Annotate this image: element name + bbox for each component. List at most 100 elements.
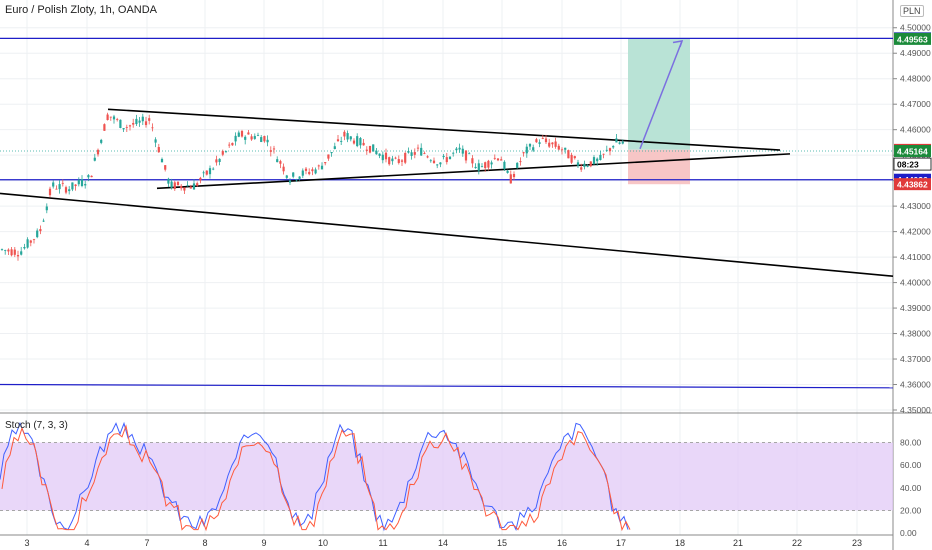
candle-body: [39, 229, 42, 232]
price-tick-label: 4.39000: [900, 303, 931, 313]
candle-body: [29, 240, 32, 243]
candle-body: [167, 178, 170, 184]
candle-body: [500, 159, 503, 161]
candle-body: [151, 127, 154, 129]
candle-body: [272, 148, 276, 150]
candle-body: [480, 166, 484, 168]
candle-body: [176, 181, 180, 186]
candle-body: [144, 121, 148, 126]
candle-body: [93, 157, 96, 161]
price-badge-bg: [893, 157, 932, 171]
price-tick-label: 4.50000: [900, 23, 931, 33]
candle-body: [490, 162, 493, 165]
candle-body: [189, 186, 192, 189]
candle-body: [10, 249, 13, 256]
candle-body: [208, 168, 212, 175]
candle-body: [256, 134, 260, 136]
candle-body: [359, 138, 362, 146]
candle-body: [292, 172, 295, 177]
candle-body: [608, 148, 612, 152]
candle-body: [592, 157, 596, 165]
stoch-tick-label: 40.00: [900, 483, 922, 493]
candle-body: [164, 165, 167, 170]
indicator-label: Stoch (7, 3, 3): [5, 420, 68, 431]
candle-body: [368, 145, 372, 153]
time-tick-label: 3: [24, 538, 29, 548]
candle-body: [157, 147, 160, 153]
candle-body: [557, 145, 560, 150]
price-badge-label: 4.49563: [897, 34, 928, 44]
candle-body: [394, 157, 397, 159]
price-tick-label: 4.38000: [900, 329, 931, 339]
candle-body: [340, 140, 343, 142]
time-tick-label: 18: [675, 538, 685, 548]
candle-body: [333, 146, 336, 150]
candle-body: [448, 156, 452, 160]
candle-body: [330, 152, 333, 154]
stoch-tick-label: 0.00: [900, 528, 917, 538]
candle-body: [20, 251, 23, 255]
candle-body: [567, 150, 570, 159]
candle-body: [352, 140, 356, 144]
candle-body: [410, 152, 413, 156]
time-tick-label: 15: [497, 538, 507, 548]
candle-body: [458, 147, 461, 150]
candle-body: [61, 182, 64, 184]
price-tick-label: 4.48000: [900, 74, 931, 84]
price-tick-label: 4.36000: [900, 380, 931, 390]
candle-body: [560, 149, 564, 151]
candle-body: [48, 188, 52, 196]
candle-body: [52, 182, 55, 187]
candle-body: [100, 139, 103, 143]
candle-body: [282, 166, 285, 172]
candle-body: [583, 163, 586, 167]
time-tick-label: 17: [616, 538, 626, 548]
candle-body: [429, 160, 432, 162]
candle-body: [423, 153, 426, 154]
candle-body: [202, 172, 205, 174]
candle-body: [237, 132, 240, 137]
candle-body: [212, 168, 215, 170]
candle-body: [586, 166, 589, 167]
price-badge-label: 08:23: [897, 160, 919, 170]
candle-body: [589, 161, 592, 167]
stoch-tick-label: 80.00: [900, 438, 922, 448]
candle-body: [391, 158, 394, 162]
candle-body: [138, 120, 141, 123]
candle-body: [493, 157, 496, 159]
candle-body: [263, 136, 266, 142]
candle-body: [384, 152, 388, 160]
candle-body: [512, 173, 516, 178]
candle-body: [106, 114, 109, 121]
candle-body: [186, 185, 189, 187]
candle-body: [87, 175, 90, 178]
candle-body: [68, 189, 71, 192]
candle-body: [455, 148, 458, 151]
candle-body: [400, 160, 404, 162]
candle-body: [90, 175, 93, 178]
candle-body: [436, 164, 439, 166]
candle-body: [228, 144, 231, 146]
candle-body: [525, 146, 528, 154]
candle-body: [125, 127, 128, 128]
candle-body: [122, 128, 125, 130]
candle-body: [192, 183, 196, 190]
candle-body: [298, 176, 301, 179]
candle-body: [269, 150, 272, 152]
candle-body: [381, 154, 384, 161]
candle-body: [538, 142, 541, 144]
candle-body: [439, 162, 442, 165]
price-badge-label: 4.45164: [897, 146, 928, 156]
candle-body: [554, 141, 557, 147]
trendline-long: [0, 192, 894, 278]
time-tick-label: 21: [733, 538, 743, 548]
price-tick-label: 4.42000: [900, 227, 931, 237]
candle-body: [135, 118, 138, 125]
candle-body: [599, 154, 602, 161]
stoch-d-line: [1, 424, 631, 532]
candle-body: [308, 171, 311, 175]
time-tick-label: 14: [438, 538, 448, 548]
price-tick-label: 4.37000: [900, 354, 931, 364]
candle-body: [349, 136, 352, 140]
